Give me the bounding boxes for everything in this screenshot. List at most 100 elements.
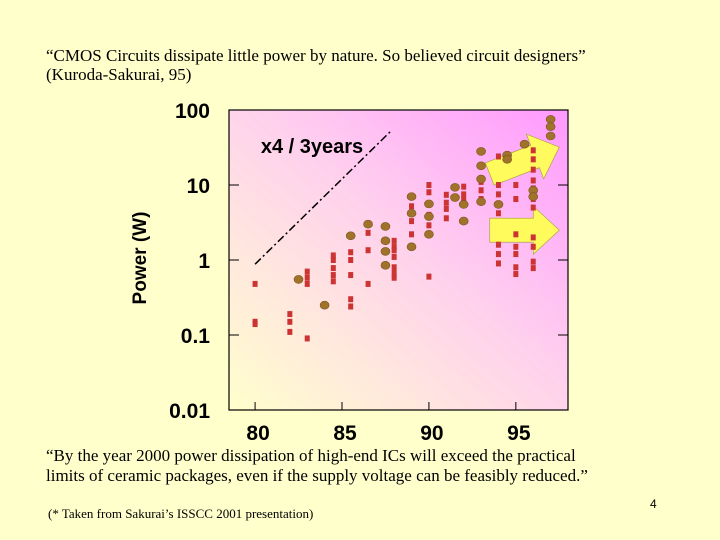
square-point [495, 191, 501, 198]
square-point [409, 218, 415, 225]
square-point [391, 264, 397, 271]
trend-arrow [485, 133, 560, 186]
square-point [391, 253, 397, 260]
square-point [443, 215, 449, 222]
square-point [495, 241, 501, 248]
square-point [330, 257, 336, 263]
data-points [252, 115, 556, 342]
square-point [287, 328, 293, 335]
circle-point [424, 230, 434, 239]
square-point [287, 318, 293, 325]
bottom-quote-line-2: limits of ceramic packages, even if the … [46, 466, 588, 485]
square-point [513, 251, 519, 258]
y-axis-label: Power (W) [130, 212, 151, 305]
circle-point [380, 222, 391, 231]
square-point [513, 243, 519, 250]
circle-point [293, 275, 304, 284]
top-quote: “CMOS Circuits dissipate little power by… [46, 46, 706, 84]
square-point [409, 203, 415, 210]
circle-point [450, 193, 460, 202]
footnote: (* Taken from Sakurai’s ISSCC 2001 prese… [48, 506, 314, 521]
square-point [252, 321, 258, 328]
square-point [495, 260, 501, 267]
circle-point [406, 242, 417, 252]
square-point [495, 210, 501, 217]
square-point [391, 247, 397, 254]
square-point [391, 237, 397, 244]
square-point [365, 280, 371, 287]
circle-point [493, 200, 504, 209]
square-point [348, 296, 354, 303]
circle-point [406, 192, 417, 201]
trend-label: x4 / 3years [261, 136, 363, 158]
square-point [513, 196, 519, 203]
x-tick-label: 95 [507, 422, 531, 445]
square-point [530, 265, 536, 272]
square-point [409, 231, 415, 238]
circle-point [545, 131, 556, 141]
square-point [530, 234, 536, 241]
square-point [304, 268, 310, 275]
bottom-quote-line-1: “By the year 2000 power dissipation of h… [46, 446, 576, 465]
y-tick-label: 10 [187, 175, 210, 198]
circle-point [424, 199, 434, 209]
square-point [391, 274, 397, 281]
square-point [330, 278, 336, 285]
x-tick-label: 90 [420, 422, 443, 445]
circle-point [458, 216, 469, 226]
circle-point [458, 200, 469, 209]
plot-gridlines [229, 184, 568, 410]
square-point [348, 249, 354, 256]
square-point [530, 177, 536, 184]
square-point [348, 257, 354, 263]
circle-point [519, 139, 530, 149]
square-point [443, 191, 449, 198]
circle-point [476, 161, 486, 171]
square-point [426, 222, 432, 229]
square-point [461, 196, 467, 203]
circle-point [406, 208, 417, 218]
square-point [530, 166, 536, 173]
circle-point [424, 212, 434, 221]
square-point [530, 204, 536, 211]
square-point [287, 311, 293, 318]
x-tick-labels: 80 85 90 95 [246, 422, 530, 445]
square-point [348, 303, 354, 310]
square-point [365, 229, 371, 236]
square-point [348, 272, 354, 279]
square-point [304, 274, 310, 281]
square-point [330, 252, 336, 259]
circle-point [528, 192, 539, 201]
square-point [330, 272, 336, 279]
square-point [513, 231, 519, 238]
square-point [443, 205, 449, 212]
square-point [304, 280, 310, 287]
circle-point [319, 300, 330, 310]
page-number: 4 [650, 497, 657, 511]
y-tick-label: 100 [175, 100, 210, 123]
x-tick-label: 85 [333, 422, 357, 445]
top-quote-line-1: “CMOS Circuits dissipate little power by… [46, 46, 586, 65]
y-tick-label: 0.1 [181, 325, 211, 348]
plot-frame [228, 109, 569, 411]
circle-point [545, 115, 556, 124]
square-point [330, 265, 336, 272]
square-point [443, 199, 449, 206]
x-tick-label: 80 [246, 422, 269, 445]
square-point [530, 147, 536, 154]
y-tick-label: 1 [198, 250, 210, 273]
circle-point [363, 219, 373, 229]
bottom-quote: “By the year 2000 power dissipation of h… [46, 446, 706, 486]
y-tick-labels: 0.01 0.1 1 10 100 [169, 100, 210, 423]
circle-point [502, 155, 512, 164]
circle-point [476, 197, 486, 206]
square-point [426, 273, 432, 280]
circle-point [545, 122, 556, 131]
circle-point [380, 247, 391, 256]
square-point [391, 270, 397, 277]
square-point [426, 182, 432, 188]
square-point [304, 335, 310, 342]
circle-point [380, 260, 391, 270]
square-point [252, 280, 258, 287]
